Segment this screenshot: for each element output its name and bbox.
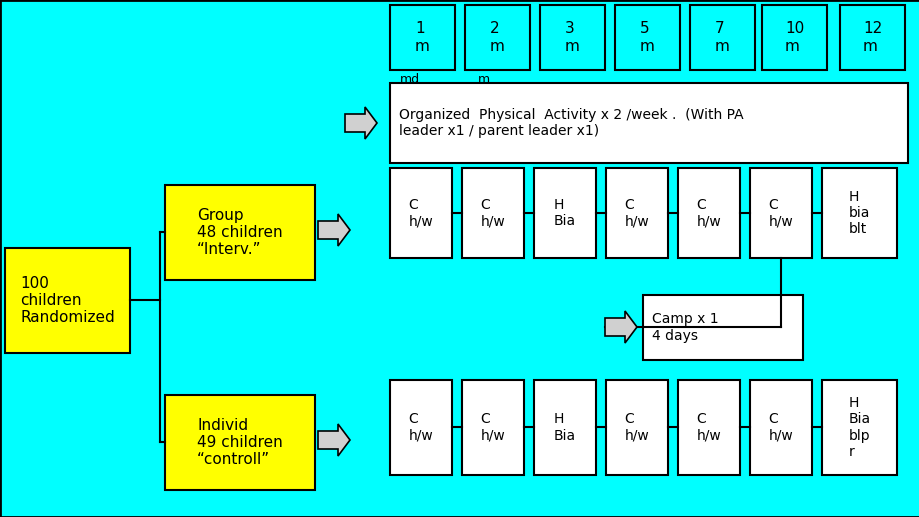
Bar (390, 380, 451, 475)
Text: C
h/w: C h/w (767, 413, 792, 443)
Text: H
Bia: H Bia (553, 413, 575, 443)
Bar (839, 5, 904, 70)
Text: m: m (478, 73, 490, 86)
Bar (689, 5, 754, 70)
Bar (461, 380, 524, 475)
Text: C
h/w: C h/w (408, 198, 433, 228)
Text: C
h/w: C h/w (480, 413, 505, 443)
Bar (749, 168, 811, 258)
Text: 2
m: 2 m (490, 21, 505, 54)
Polygon shape (605, 311, 636, 343)
Text: 1
m: 1 m (414, 21, 429, 54)
Polygon shape (345, 107, 377, 139)
Bar (761, 5, 826, 70)
Text: C
h/w: C h/w (408, 413, 433, 443)
Text: 12
m: 12 m (862, 21, 881, 54)
Bar (390, 5, 455, 70)
Text: 100
children
Randomized: 100 children Randomized (20, 276, 115, 325)
Bar (5, 248, 130, 353)
Bar (539, 5, 605, 70)
Bar (642, 295, 802, 360)
Text: 5
m: 5 m (640, 21, 654, 54)
Text: C
h/w: C h/w (624, 198, 649, 228)
Bar (533, 168, 596, 258)
Bar (749, 380, 811, 475)
Text: Individ
49 children
“controll”: Individ 49 children “controll” (197, 418, 282, 467)
Text: C
h/w: C h/w (624, 413, 649, 443)
Text: 10
m: 10 m (784, 21, 803, 54)
Bar (606, 168, 667, 258)
Text: H
bia
blt: H bia blt (848, 190, 869, 236)
Polygon shape (318, 424, 349, 456)
Text: H
Bia: H Bia (553, 198, 575, 228)
Bar (165, 395, 314, 490)
Bar (390, 83, 907, 163)
Bar (614, 5, 679, 70)
Bar (390, 168, 451, 258)
Bar (606, 380, 667, 475)
Bar (533, 380, 596, 475)
Bar (677, 380, 739, 475)
Text: H
Bia
blp
r: H Bia blp r (847, 396, 869, 459)
Bar (464, 5, 529, 70)
Text: Group
48 children
“Interv.”: Group 48 children “Interv.” (197, 208, 282, 257)
Bar (821, 168, 896, 258)
Text: C
h/w: C h/w (696, 413, 720, 443)
Polygon shape (318, 214, 349, 246)
Bar (821, 380, 896, 475)
Text: Organized  Physical  Activity x 2 /week .  (With PA
leader x1 / parent leader x1: Organized Physical Activity x 2 /week . … (399, 108, 743, 138)
Text: 7
m: 7 m (714, 21, 729, 54)
Text: C
h/w: C h/w (696, 198, 720, 228)
Bar (165, 185, 314, 280)
Text: 3
m: 3 m (564, 21, 579, 54)
Text: Camp x 1
4 days: Camp x 1 4 days (652, 312, 718, 343)
Bar (461, 168, 524, 258)
Text: md: md (400, 73, 420, 86)
Text: C
h/w: C h/w (480, 198, 505, 228)
Bar (677, 168, 739, 258)
Text: C
h/w: C h/w (767, 198, 792, 228)
